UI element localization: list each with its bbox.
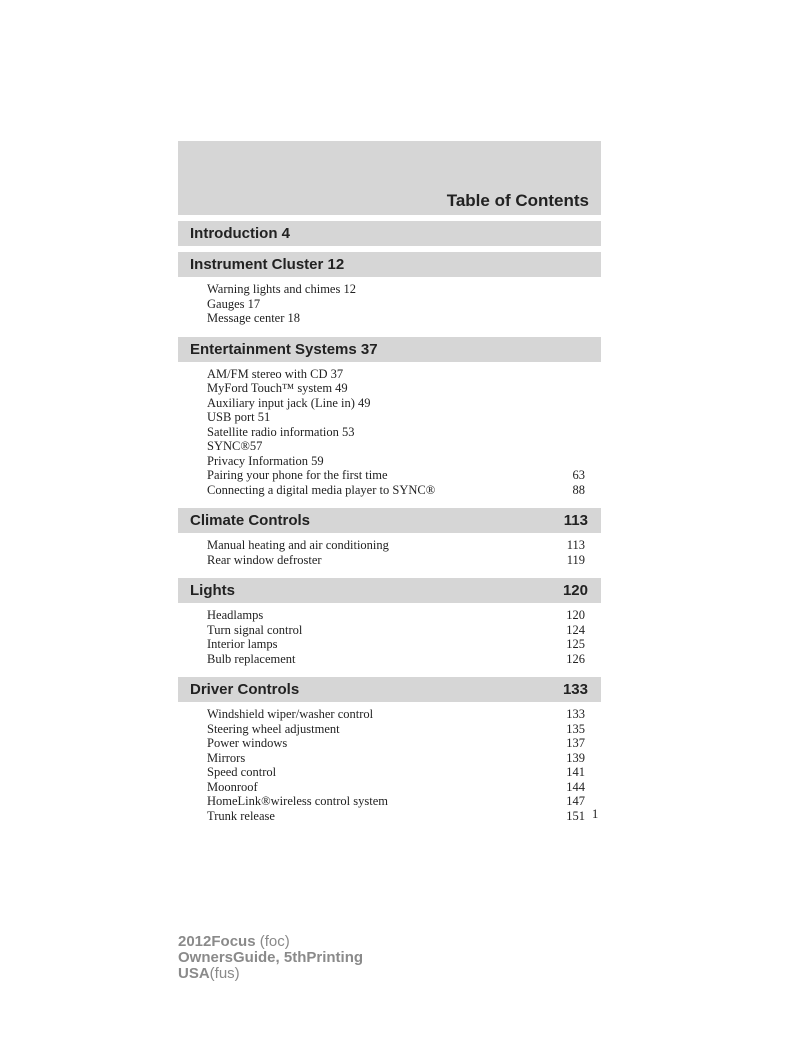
toc-entry[interactable]: Steering wheel adjustment 135 [207, 722, 585, 737]
section-page: 120 [562, 582, 588, 599]
section-header[interactable]: Climate Controls 113 [178, 508, 601, 533]
entry-page: 144 [566, 779, 585, 794]
entry-title: Bulb replacement [207, 651, 296, 666]
entry-page: 147 [566, 794, 585, 808]
toc-entry[interactable]: Manual heating and air conditioning 113 [207, 538, 585, 553]
entry-page: 151 [566, 808, 585, 823]
toc-entry[interactable]: Satellite radio information 53 [207, 425, 585, 440]
entry-page: 88 [572, 482, 586, 497]
toc-entry[interactable]: Connecting a digital media player to SYN… [207, 483, 585, 498]
footer: 2012Focus (foc) OwnersGuide, 5thPrinting… [178, 934, 363, 982]
entry-title: Moonroof [207, 779, 258, 794]
entry-title: Trunk release [207, 808, 275, 823]
entry-title: Privacy Information 59 [207, 453, 324, 468]
entry-title: Headlamps [207, 608, 264, 622]
entry-title: Message center 18 [207, 311, 301, 325]
toc-entry[interactable]: Trunk release 151 [207, 809, 585, 824]
toc-entry[interactable]: Power windows 137 [207, 736, 585, 751]
entry-page: 120 [566, 608, 585, 622]
entry-page: 126 [566, 651, 585, 666]
entry-title: Steering wheel adjustment [207, 721, 340, 736]
entry-page: 137 [566, 736, 585, 750]
entry-title: SYNC®57 [207, 439, 263, 453]
entry-page: 124 [566, 622, 585, 637]
entry-title: Mirrors [207, 750, 246, 765]
page-number: 1 [592, 807, 599, 821]
toc-entry[interactable]: Turn signal control 124 [207, 623, 585, 638]
entry-title: Speed control [207, 765, 277, 779]
table-of-contents: Table of Contents Introduction 4 Instrume… [178, 141, 601, 828]
toc-entry[interactable]: Speed control 141 [207, 765, 585, 780]
toc-entry[interactable]: Rear window defroster 119 [207, 553, 585, 568]
entry-title: Turn signal control [207, 622, 303, 637]
section-items: Windshield wiper/washer control 133 Steeri… [178, 702, 601, 828]
section-header[interactable]: Driver Controls 133 [178, 677, 601, 702]
entry-page: 141 [566, 765, 585, 779]
toc-entry[interactable]: AM/FM stereo with CD 37 [207, 367, 585, 382]
entry-title: USB port 51 [207, 410, 271, 424]
toc-entry[interactable]: Windshield wiper/washer control 133 [207, 707, 585, 722]
toc-entry[interactable]: Headlamps 120 [207, 608, 585, 623]
toc-entry[interactable]: HomeLink®wireless control system 147 [207, 794, 585, 809]
entry-page: 139 [566, 750, 585, 765]
toc-entry[interactable]: Bulb replacement 126 [207, 652, 585, 667]
section-page: 133 [562, 681, 588, 698]
entry-title: Warning lights and chimes 12 [207, 282, 356, 296]
entry-title: Gauges 17 [207, 296, 261, 311]
entry-title: Rear window defroster [207, 552, 322, 567]
entry-title: Power windows [207, 736, 288, 750]
section-items: AM/FM stereo with CD 37 MyFord Touch™ sys… [178, 362, 601, 503]
toc-entry[interactable]: Pairing your phone for the first time 63 [207, 468, 585, 483]
entry-page: 125 [566, 637, 585, 651]
section-title: Introduction 4 [190, 225, 290, 242]
entry-title: Connecting a digital media player to SYN… [207, 482, 436, 497]
section-header[interactable]: Lights 120 [178, 578, 601, 603]
entry-page: 113 [566, 538, 585, 552]
entry-title: AM/FM stereo with CD 37 [207, 366, 344, 381]
entry-title: Manual heating and air conditioning [207, 538, 389, 552]
footer-guide: OwnersGuide, 5thPrinting [178, 949, 364, 966]
toc-entry[interactable]: MyFord Touch™ system 49 [207, 381, 585, 396]
entry-title: Auxiliary input jack (Line in) 49 [207, 395, 371, 410]
section-header[interactable]: Entertainment Systems 37 [178, 336, 601, 362]
entry-title: Windshield wiper/washer control [207, 707, 374, 721]
section-title: Driver Controls [190, 681, 300, 698]
toc-entry[interactable]: Gauges 17 [207, 297, 585, 312]
section-title: Climate Controls [190, 512, 311, 529]
section-header[interactable]: Instrument Cluster 12 [178, 252, 601, 277]
entry-title: Interior lamps [207, 637, 278, 651]
entry-title: Satellite radio information 53 [207, 424, 355, 439]
sections: Introduction 4 Instrument Cluster 12 Warni… [178, 221, 601, 828]
section-items: Headlamps 120 Turn signal control 124 Interi… [178, 603, 601, 671]
entry-title: MyFord Touch™ system 49 [207, 381, 348, 395]
footer-model: 2012Focus [178, 933, 256, 950]
toc-entry[interactable]: Warning lights and chimes 12 [207, 282, 585, 297]
toc-entry[interactable]: SYNC®57 [207, 439, 585, 454]
toc-entry[interactable]: Moonroof 144 [207, 780, 585, 795]
footer-market: USA [178, 965, 210, 982]
toc-entry[interactable]: Privacy Information 59 [207, 454, 585, 469]
section-items: Warning lights and chimes 12 Gauges 17 Mes… [178, 277, 601, 331]
entry-title: HomeLink®wireless control system [207, 794, 388, 808]
footer-model-code: (foc) [255, 933, 290, 950]
section-page: 113 [563, 512, 588, 529]
section-title: Entertainment Systems 37 [190, 340, 378, 358]
entry-page: 133 [566, 707, 585, 721]
page-title: Table of Contents [446, 191, 589, 210]
section-items: Manual heating and air conditioning 113 Re… [178, 533, 601, 572]
entry-title: Pairing your phone for the first time [207, 468, 388, 482]
toc-entry[interactable]: Mirrors 139 [207, 751, 585, 766]
title-banner: Table of Contents [178, 141, 601, 215]
entry-page: 119 [566, 552, 585, 567]
section-header[interactable]: Introduction 4 [178, 221, 601, 246]
footer-market-code: (fus) [209, 965, 240, 982]
toc-entry[interactable]: USB port 51 [207, 410, 585, 425]
section-title: Lights [190, 582, 235, 599]
entry-page: 63 [572, 468, 586, 482]
toc-entry[interactable]: Auxiliary input jack (Line in) 49 [207, 396, 585, 411]
toc-entry[interactable]: Interior lamps 125 [207, 637, 585, 652]
section-title: Instrument Cluster 12 [190, 256, 345, 273]
toc-entry[interactable]: Message center 18 [207, 311, 585, 326]
entry-page: 135 [566, 721, 585, 736]
